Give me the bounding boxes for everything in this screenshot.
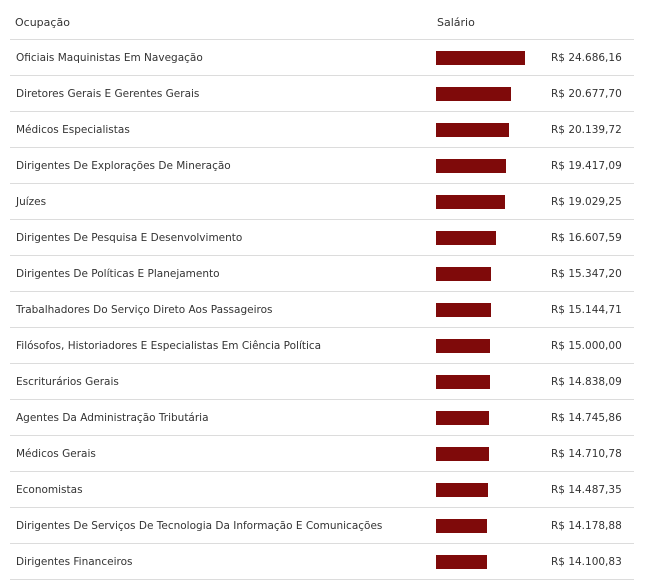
occupation-label: Trabalhadores Do Serviço Direto Aos Pass…: [16, 304, 273, 316]
table-row: Dirigentes Financeiros R$ 14.100,83: [10, 544, 634, 580]
salary-value-label: R$ 15.144,71: [551, 304, 622, 316]
salary-value-label: R$ 24.686,16: [551, 52, 622, 64]
salary-value-label: R$ 14.838,09: [551, 376, 622, 388]
occupation-label: Dirigentes De Explorações De Mineração: [16, 160, 231, 172]
table-header: Ocupação Salário: [10, 0, 634, 40]
salary-bar: [436, 303, 491, 317]
occupation-label: Diretores Gerais E Gerentes Gerais: [16, 88, 200, 100]
occupation-label: Economistas: [16, 484, 83, 496]
occupation-label: Dirigentes De Políticas E Planejamento: [16, 268, 220, 280]
salary-value-label: R$ 15.000,00: [551, 340, 622, 352]
salary-bar: [436, 123, 509, 137]
salary-bar: [436, 411, 490, 425]
occupation-label: Médicos Especialistas: [16, 124, 130, 136]
salary-value-label: R$ 19.417,09: [551, 160, 622, 172]
table-row: Dirigentes De Políticas E Planejamento R$…: [10, 256, 634, 292]
table-row: Oficiais Maquinistas Em Navegação R$ 24.6…: [10, 40, 634, 76]
salary-bar: [436, 87, 511, 101]
occupation-label: Filósofos, Historiadores E Especialistas…: [16, 340, 322, 352]
salary-column-header: Salário: [437, 16, 475, 29]
salary-bar: [436, 159, 506, 173]
salary-value-label: R$ 19.029,25: [551, 196, 622, 208]
salary-value-label: R$ 20.677,70: [551, 88, 622, 100]
table-row: Dirigentes De Pesquisa E Desenvolvimento…: [10, 220, 634, 256]
occupation-label: Agentes Da Administração Tributária: [16, 412, 209, 424]
salary-value-label: R$ 20.139,72: [551, 124, 622, 136]
table-row: Filósofos, Historiadores E Especialistas…: [10, 328, 634, 364]
occupation-label: Dirigentes Financeiros: [16, 556, 133, 568]
table-body: Oficiais Maquinistas Em Navegação R$ 24.6…: [10, 40, 634, 580]
table-row: Diretores Gerais E Gerentes Gerais R$ 20.…: [10, 76, 634, 112]
salary-bar: [436, 267, 492, 281]
salary-bar: [436, 51, 525, 65]
salary-table: Ocupação Salário Oficiais Maquinistas Em…: [10, 0, 634, 580]
table-row: Escriturários Gerais R$ 14.838,09: [10, 364, 634, 400]
table-row: Médicos Gerais R$ 14.710,78: [10, 436, 634, 472]
occupation-label: Médicos Gerais: [16, 448, 96, 460]
salary-bar: [436, 375, 490, 389]
salary-value-label: R$ 14.710,78: [551, 448, 622, 460]
occupation-label: Juízes: [16, 196, 47, 208]
table-row: Economistas R$ 14.487,35: [10, 472, 634, 508]
table-row: Agentes Da Administração Tributária R$ 14…: [10, 400, 634, 436]
salary-value-label: R$ 14.100,83: [551, 556, 622, 568]
salary-value-label: R$ 14.487,35: [551, 484, 622, 496]
salary-bar: [436, 555, 487, 569]
table-row: Trabalhadores Do Serviço Direto Aos Pass…: [10, 292, 634, 328]
table-row: Dirigentes De Explorações De Mineração R$…: [10, 148, 634, 184]
salary-bar: [436, 519, 488, 533]
salary-bar: [436, 339, 491, 353]
occupation-label: Dirigentes De Serviços De Tecnologia Da …: [16, 520, 383, 532]
salary-bar: [436, 447, 489, 461]
occupation-label: Dirigentes De Pesquisa E Desenvolvimento: [16, 232, 243, 244]
salary-bar: [436, 195, 505, 209]
salary-value-label: R$ 15.347,20: [551, 268, 622, 280]
salary-value-label: R$ 16.607,59: [551, 232, 622, 244]
occupation-label: Oficiais Maquinistas Em Navegação: [16, 52, 203, 64]
salary-bar: [436, 483, 489, 497]
table-row: Dirigentes De Serviços De Tecnologia Da …: [10, 508, 634, 544]
occupation-column-header: Ocupação: [15, 16, 70, 29]
salary-value-label: R$ 14.178,88: [551, 520, 622, 532]
salary-value-label: R$ 14.745,86: [551, 412, 622, 424]
salary-bar: [436, 231, 496, 245]
occupation-label: Escriturários Gerais: [16, 376, 119, 388]
table-row: Juízes R$ 19.029,25: [10, 184, 634, 220]
table-row: Médicos Especialistas R$ 20.139,72: [10, 112, 634, 148]
